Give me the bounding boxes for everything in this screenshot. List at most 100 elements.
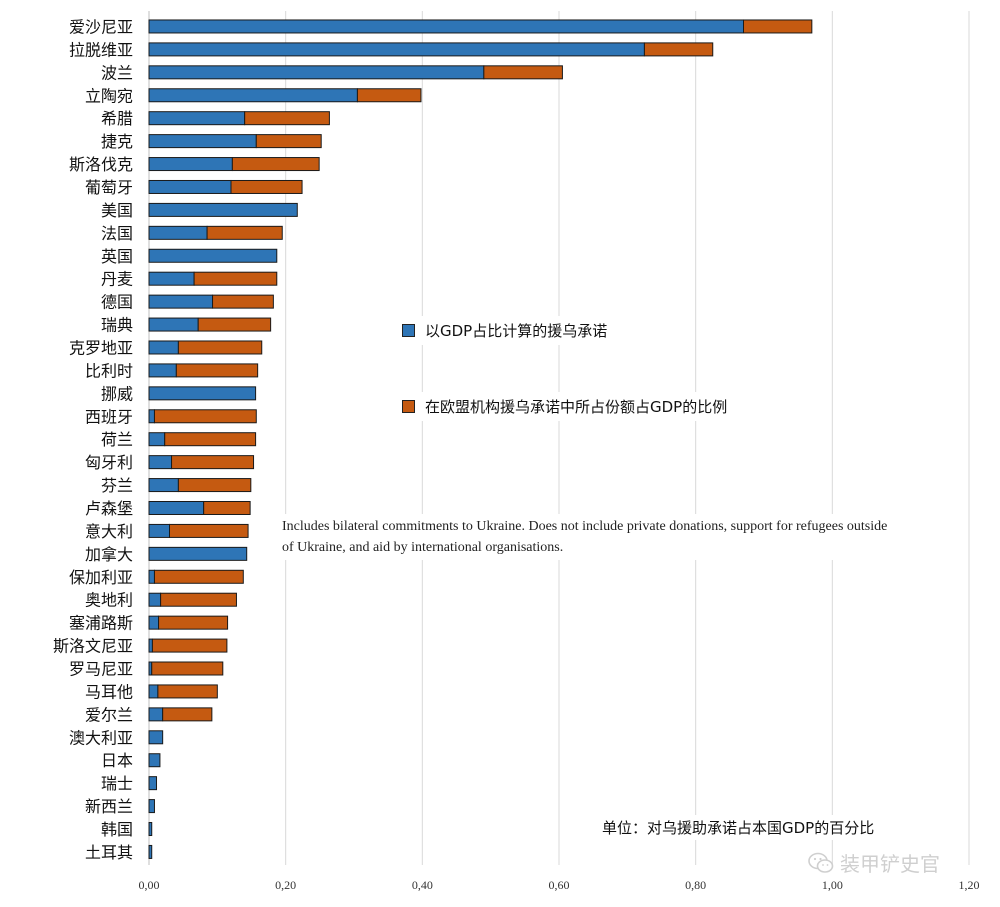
- category-label: 芬兰: [101, 476, 133, 495]
- bar-bilateral: [148, 386, 257, 401]
- bar-eu-share: [231, 157, 320, 172]
- category-label: 美国: [101, 201, 133, 220]
- legend-label-eu-share: 在欧盟机构援乌承诺中所占份额占GDP的比例: [425, 398, 728, 416]
- category-label: 斯洛伐克: [69, 155, 133, 174]
- bar-bilateral: [148, 157, 233, 172]
- category-label: 克罗地亚: [69, 338, 133, 357]
- bar-eu-share: [169, 523, 249, 538]
- x-tick-label: 0,60: [549, 878, 570, 892]
- bar-eu-share: [171, 455, 255, 470]
- bar-eu-share: [177, 340, 263, 355]
- x-tick-label: 0,00: [139, 878, 160, 892]
- bar-bilateral: [148, 822, 153, 837]
- category-label: 法国: [101, 224, 133, 243]
- bar-bilateral: [148, 202, 298, 217]
- bar-bilateral: [148, 179, 232, 194]
- bar-eu-share: [743, 19, 813, 34]
- bar-bilateral: [148, 363, 177, 378]
- category-label: 丹麦: [101, 270, 133, 289]
- bar-eu-share: [153, 569, 244, 584]
- category-label: 葡萄牙: [85, 178, 133, 197]
- category-label: 希腊: [101, 109, 133, 128]
- category-label: 比利时: [85, 361, 133, 380]
- bar-bilateral: [148, 707, 164, 722]
- category-label: 波兰: [101, 63, 133, 82]
- bar-eu-share: [162, 707, 213, 722]
- category-label: 英国: [101, 247, 133, 266]
- bar-eu-share: [151, 638, 228, 653]
- bar-eu-share: [483, 65, 563, 80]
- bar-eu-share: [197, 317, 272, 332]
- x-tick-label: 1,20: [959, 878, 980, 892]
- bar-bilateral: [148, 409, 155, 424]
- bar-bilateral: [148, 638, 153, 653]
- category-label: 拉脱维亚: [69, 40, 133, 59]
- bar-bilateral: [148, 42, 645, 57]
- chart-annotation: Includes bilateral commitments to Ukrain…: [278, 514, 896, 560]
- bar-eu-share: [230, 179, 303, 194]
- bar-eu-share: [244, 111, 330, 126]
- category-label: 澳大利亚: [69, 728, 133, 747]
- bar-bilateral: [148, 432, 166, 447]
- category-label: 西班牙: [85, 407, 133, 426]
- bar-eu-share: [356, 88, 422, 103]
- bar-bilateral: [148, 730, 164, 745]
- bar-bilateral: [148, 546, 248, 561]
- category-label: 新西兰: [85, 797, 133, 816]
- category-label: 罗马尼亚: [69, 660, 133, 679]
- category-label: 日本: [101, 751, 133, 770]
- bar-bilateral: [148, 317, 199, 332]
- bar-eu-share: [193, 271, 278, 286]
- bar-eu-share: [160, 592, 237, 607]
- x-tick-label: 0,40: [412, 878, 433, 892]
- bar-eu-share: [177, 478, 252, 493]
- watermark: 装甲铲史官: [808, 848, 940, 877]
- bar-bilateral: [148, 455, 173, 470]
- bar-bilateral: [148, 271, 195, 286]
- bar-bilateral: [148, 592, 162, 607]
- unit-label: 单位：对乌援助承诺占本国GDP的百分比: [596, 815, 881, 840]
- category-label: 爱沙尼亚: [69, 17, 133, 36]
- legend-item-eu-share: 在欧盟机构援乌承诺中所占份额占GDP的比例: [398, 392, 736, 421]
- x-tick-label: 0,80: [685, 878, 706, 892]
- category-label: 加拿大: [85, 545, 133, 564]
- category-label: 匈牙利: [85, 453, 133, 472]
- bar-bilateral: [148, 88, 358, 103]
- bar-bilateral: [148, 684, 159, 699]
- bar-bilateral: [148, 799, 155, 814]
- bar-bilateral: [148, 500, 205, 515]
- category-label: 德国: [101, 293, 133, 312]
- bar-eu-share: [206, 225, 283, 240]
- category-label: 立陶宛: [85, 86, 133, 105]
- bar-bilateral: [148, 248, 278, 263]
- bar-bilateral: [148, 65, 485, 80]
- bar-eu-share: [175, 363, 259, 378]
- x-tick-label: 1,00: [822, 878, 843, 892]
- bar-eu-share: [158, 615, 229, 630]
- category-label: 土耳其: [85, 843, 133, 862]
- category-label: 塞浦路斯: [69, 614, 133, 633]
- bar-bilateral: [148, 615, 160, 630]
- legend-swatch-bilateral: [402, 324, 415, 337]
- bar-eu-share: [643, 42, 714, 57]
- category-label: 马耳他: [85, 682, 133, 701]
- category-label: 挪威: [101, 384, 133, 403]
- bar-bilateral: [148, 776, 158, 791]
- bar-bilateral: [148, 523, 170, 538]
- bar-eu-share: [212, 294, 274, 309]
- category-label: 爱尔兰: [85, 705, 133, 724]
- bar-eu-share: [153, 409, 257, 424]
- category-label: 斯洛文尼亚: [53, 637, 133, 656]
- bar-eu-share: [203, 500, 251, 515]
- category-label: 卢森堡: [85, 499, 133, 518]
- category-label: 奥地利: [85, 591, 133, 610]
- bar-eu-share: [157, 684, 218, 699]
- bar-bilateral: [148, 478, 179, 493]
- watermark-text: 装甲铲史官: [840, 852, 940, 876]
- wechat-logo-icon: [808, 852, 834, 873]
- bar-bilateral: [148, 19, 744, 34]
- category-label: 荷兰: [101, 430, 133, 449]
- bar-bilateral: [148, 134, 257, 149]
